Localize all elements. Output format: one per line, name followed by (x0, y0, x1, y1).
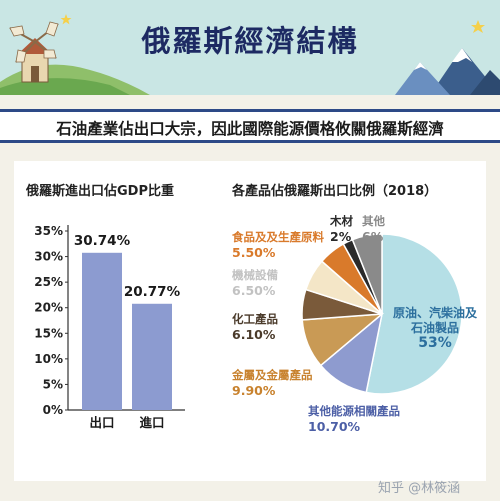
x-category-label: 進口 (139, 415, 164, 430)
windmill-icon (9, 21, 59, 83)
pie-value-label: 2% (330, 229, 352, 244)
bar-value-label: 30.74% (74, 233, 131, 249)
pie-chart-title: 各產品佔俄羅斯出口比例（2018） (232, 184, 438, 199)
bar-chart: 0% 5% 10% 15% 20% 25% 30% 35% 30.74% 出口 20.77% 進口 (34, 224, 185, 430)
bar-進口 (132, 303, 172, 410)
bar-出口 (82, 252, 122, 410)
pie-slice-0 (365, 233, 463, 395)
pie-label-text: 原油、汽柴油及 (393, 306, 478, 320)
pie-value-label: 53% (418, 335, 452, 351)
header-banner: 俄羅斯經濟結構 (0, 0, 500, 95)
pie-label-text: 石油製品 (411, 321, 460, 335)
pie-chart (301, 233, 463, 395)
y-tick-label: 15% (34, 326, 63, 340)
pie-label-text: 金屬及金屬產品 (232, 368, 313, 382)
pie-label-4: 機械設備 6.50% (232, 268, 278, 298)
pie-label-2: 金屬及金屬產品 9.90% (232, 368, 313, 398)
y-tick-label: 5% (43, 377, 63, 391)
pie-label-text: 其他能源相關產品 (308, 404, 400, 418)
page-title: 俄羅斯經濟結構 (141, 24, 359, 58)
pie-label-7: 其他 6% (362, 214, 385, 244)
y-tick-label: 10% (34, 352, 63, 366)
bar-chart-title: 俄羅斯進出口佔GDP比重 (26, 184, 174, 199)
y-tick-label: 35% (34, 224, 63, 238)
pie-value-label: 6.10% (232, 327, 276, 342)
pie-value-label: 10.70% (308, 419, 361, 434)
pie-label-0: 原油、汽柴油及 石油製品 53% (393, 306, 477, 351)
pie-value-label: 6.50% (232, 283, 276, 298)
pie-value-label: 5.50% (232, 245, 276, 260)
x-category-label: 出口 (89, 415, 114, 430)
y-tick-label: 0% (43, 403, 63, 417)
pie-value-label: 6% (362, 229, 384, 244)
pie-slice-7 (351, 233, 383, 315)
y-tick-label: 25% (34, 275, 63, 289)
pie-value-label: 9.90% (232, 383, 276, 398)
subtitle-banner: 石油產業佔出口大宗，因此國際能源價格攸關俄羅斯經濟 (0, 109, 500, 143)
pie-label-text: 木材 (330, 214, 353, 228)
header-illustration (0, 14, 500, 95)
star-icon (60, 14, 485, 33)
watermark: 知乎 @林筱涵 (378, 481, 461, 496)
pie-label-5: 食品及及生產原料 5.50% (232, 230, 324, 260)
pie-label-text: 食品及及生產原料 (232, 230, 324, 244)
pie-label-1: 其他能源相關產品 10.70% (308, 404, 400, 434)
pie-label-3: 化工產品 6.10% (232, 312, 278, 342)
mountains-icon (395, 48, 500, 95)
subtitle-text: 石油產業佔出口大宗，因此國際能源價格攸關俄羅斯經濟 (56, 120, 444, 138)
pie-label-6: 木材 2% (330, 214, 353, 244)
y-tick-label: 20% (34, 301, 63, 315)
y-tick-label: 30% (34, 250, 63, 264)
pie-label-text: 化工產品 (232, 312, 278, 326)
pie-label-text: 其他 (362, 214, 385, 228)
bar-value-label: 20.77% (124, 284, 181, 300)
pie-label-text: 機械設備 (232, 268, 278, 282)
